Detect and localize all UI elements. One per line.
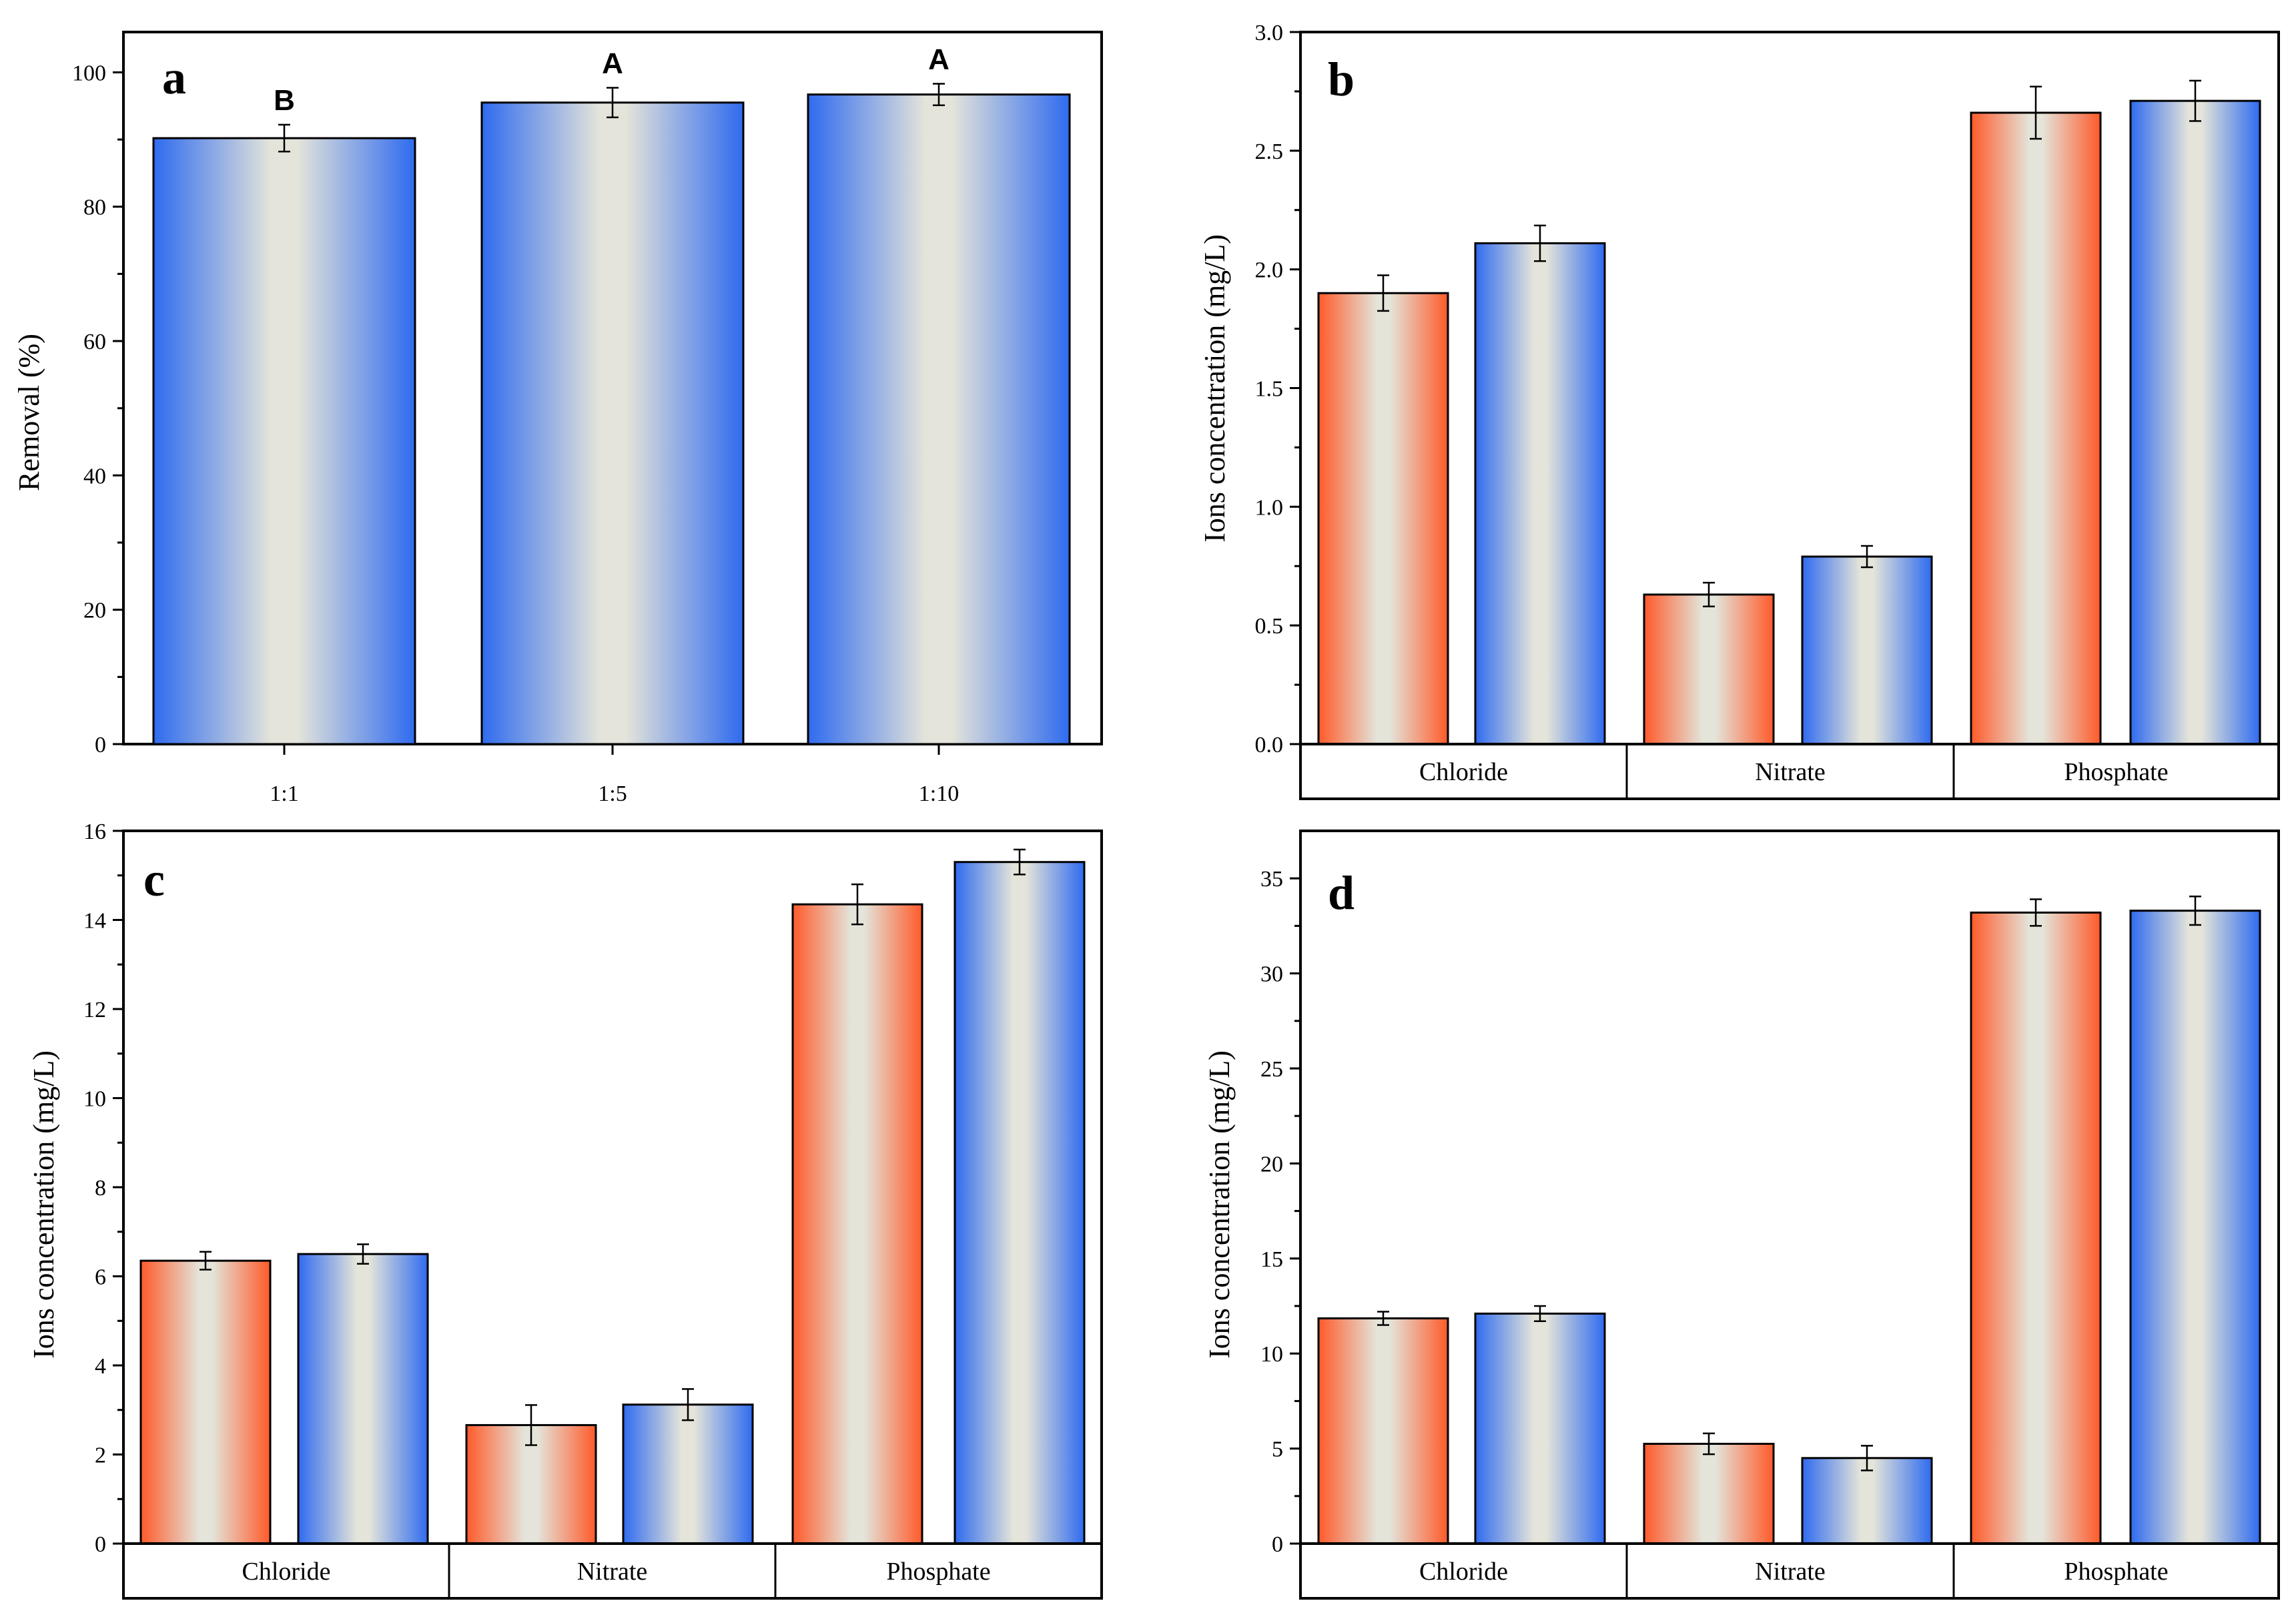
y-tick-label: 1.0 [1255,495,1284,520]
y-tick-label: 15 [1260,1247,1283,1272]
y-tick-label: 0.0 [1255,733,1284,757]
category-box [1299,743,2280,800]
panel-c-ylabel: Ions concentration (mg/L) [27,1050,60,1359]
panel-d-letter: d [1328,866,1355,920]
y-tick-label: 20 [83,599,106,623]
bar-chloride-red [1317,1317,1449,1545]
category-label: Chloride [242,1558,331,1586]
y-tick-label: 30 [1260,962,1283,987]
bar-phosphate-red [1970,911,2102,1545]
y-tick-label: 3.0 [1255,21,1284,45]
bar-chloride-red [1317,292,1449,745]
panel-b-ylabel: Ions concentration (mg/L) [1198,234,1231,543]
category-label: Chloride [1419,1558,1508,1586]
y-tick-label: 60 [83,330,106,354]
y-tick-label: 35 [1260,867,1283,892]
x-tick-label: 1:1 [270,781,298,806]
significance-label: B [274,84,295,117]
bar-nitrate-red [1643,1442,1775,1545]
bar-nitrate-red [1643,593,1775,745]
y-tick-label: 2.0 [1255,258,1284,283]
category-label: Phosphate [2064,1558,2168,1586]
panel-c: Ions concentration (mg/L) c [27,853,165,1359]
y-tick-label: 1.5 [1255,377,1284,402]
category-label: Phosphate [2064,758,2168,786]
panel-a: Removal (%) a [13,51,186,491]
panel-d-ylabel: Ions concentration (mg/L) [1203,1050,1236,1359]
category-label: Phosphate [886,1558,990,1586]
y-tick-label: 8 [95,1176,106,1201]
significance-label: A [602,47,623,80]
bar-nitrate-blue [1801,555,1933,745]
bar-phosphate-blue [2129,910,2261,1545]
y-tick-label: 10 [1260,1342,1283,1367]
category-label: Nitrate [577,1558,648,1586]
y-tick-label: 6 [95,1265,106,1290]
y-tick-label: 0 [95,1532,106,1557]
y-tick-label: 20 [1260,1152,1283,1177]
category-box [1299,1542,2280,1600]
bar-1-5-blue [480,101,745,745]
category-label: Nitrate [1755,758,1826,786]
y-tick-label: 80 [83,196,106,220]
y-tick-label: 14 [83,909,106,934]
y-tick-label: 0 [95,733,106,757]
panel-c-plot: 0 2 4 6 8 10 12 14 16 Chloride Nitrate Phosphate [83,820,1103,1600]
panel-a-letter: a [162,51,186,104]
panel-a-ylabel: Removal (%) [13,334,45,491]
bar-nitrate-blue [1801,1457,1933,1545]
panel-b-plot: 0.0 0.5 1.0 1.5 2.0 2.5 3.0 Chloride Nitrate Phos… [1255,21,2280,800]
bar-chloride-red [139,1259,272,1545]
panel-c-letter: c [143,853,165,906]
bar-chloride-blue [1474,242,1606,745]
category-label: Nitrate [1755,1558,1826,1586]
y-tick-label: 10 [83,1087,106,1112]
bar-phosphate-red [1970,111,2102,745]
bar-phosphate-red [791,903,923,1545]
y-tick-label: 25 [1260,1057,1283,1082]
bar-nitrate-blue [622,1403,754,1545]
y-tick-label: 2 [95,1443,106,1468]
y-tick-label: 100 [72,61,106,85]
panel-d-plot: 0 5 10 15 20 25 30 35 Chloride Nitrate Phosphate [1260,830,2280,1600]
significance-label: A [928,43,949,76]
bar-chloride-blue [297,1253,429,1545]
x-tick-label: 1:10 [919,781,959,806]
category-box [122,1542,1103,1600]
y-tick-label: 0.5 [1255,614,1284,639]
y-tick-label: 0 [1272,1532,1283,1557]
category-label: Chloride [1419,758,1508,786]
bar-phosphate-blue [953,861,1086,1545]
panel-a-plot: 0 20 40 60 80 100 B A A 1:1 1:5 1:10 [72,31,1103,806]
y-tick-label: 4 [95,1354,106,1379]
y-tick-label: 2.5 [1255,139,1284,164]
bar-chloride-blue [1474,1312,1606,1545]
panel-b-letter: b [1328,53,1355,106]
y-tick-label: 12 [83,998,106,1022]
panel-b: Ions concentration (mg/L) b [1198,53,1355,543]
bar-1-1-blue [152,137,416,745]
y-tick-label: 16 [83,820,106,844]
panel-d: Ions concentration (mg/L) d [1203,866,1355,1359]
x-tick-label: 1:5 [598,781,627,806]
y-tick-label: 40 [83,464,106,489]
bar-1-10-blue [807,93,1071,745]
y-tick-label: 5 [1272,1437,1283,1462]
bar-phosphate-blue [2129,99,2261,745]
